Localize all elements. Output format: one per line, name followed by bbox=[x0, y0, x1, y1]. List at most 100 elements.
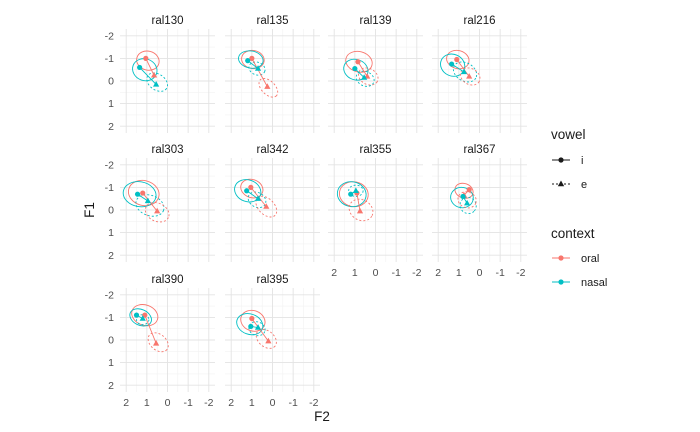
y-tick-label: -1 bbox=[105, 53, 114, 65]
point-nasal-i bbox=[460, 193, 466, 200]
ellipse-oral-i bbox=[136, 50, 160, 71]
ellipse-nasal-e bbox=[248, 61, 266, 76]
x-tick-label: -2 bbox=[309, 397, 318, 409]
x-tick-label: -2 bbox=[412, 267, 421, 279]
x-tick-label: -2 bbox=[204, 397, 213, 409]
ellipse-oral-e bbox=[144, 202, 170, 223]
strip-label: ral395 bbox=[257, 274, 289, 286]
point-oral-e bbox=[150, 71, 158, 78]
ellipse-oral-e bbox=[255, 328, 277, 349]
ellipse-oral-e bbox=[459, 67, 481, 86]
x-tick-label: 2 bbox=[435, 267, 441, 279]
panel-ral342: ral342 bbox=[225, 144, 320, 262]
legend: vowel i e context oral nasal bbox=[551, 127, 607, 289]
point-oral-i bbox=[143, 55, 149, 61]
ellipse-oral-e bbox=[147, 332, 169, 353]
ellipse-nasal-i bbox=[234, 179, 262, 203]
point-oral-i bbox=[248, 184, 254, 190]
point-nasal-e bbox=[464, 199, 471, 206]
x-tick-label: 1 bbox=[144, 397, 150, 409]
point-nasal-i bbox=[134, 191, 141, 197]
legend-label-e: e bbox=[581, 179, 587, 191]
point-nasal-e bbox=[254, 195, 262, 201]
legend-title-vowel: vowel bbox=[551, 127, 586, 142]
ellipse-oral-i bbox=[446, 49, 470, 70]
trajectory-oral bbox=[251, 318, 269, 342]
y-tick-label: -2 bbox=[105, 30, 114, 42]
y-tick-label: 0 bbox=[108, 205, 114, 217]
trajectory-oral bbox=[145, 58, 155, 76]
y-tick-label: 0 bbox=[108, 76, 114, 88]
point-nasal-e bbox=[254, 324, 262, 330]
y-tick-label: -2 bbox=[105, 159, 114, 171]
x-tick-label: -1 bbox=[288, 397, 297, 409]
strip-label: ral342 bbox=[257, 144, 289, 156]
ellipse-oral-e bbox=[358, 67, 379, 86]
ellipse-oral-i bbox=[127, 179, 160, 207]
legend-key-nasal bbox=[552, 279, 570, 285]
point-oral-i bbox=[249, 315, 255, 322]
point-nasal-e bbox=[139, 315, 146, 321]
ellipse-nasal-i bbox=[132, 58, 158, 82]
strip-label: ral303 bbox=[152, 144, 184, 156]
ellipse-nasal-e bbox=[135, 194, 165, 217]
trajectory-nasal bbox=[139, 67, 157, 85]
legend-title-context: context bbox=[551, 226, 595, 241]
ellipse-oral-i bbox=[240, 178, 264, 199]
x-tick-label: 2 bbox=[123, 397, 129, 409]
ellipse-oral-i bbox=[345, 50, 373, 73]
x-tick-label: 0 bbox=[270, 397, 276, 409]
x-tick-label: -1 bbox=[391, 267, 400, 279]
trajectory-oral bbox=[144, 314, 157, 344]
x-axis-title: F2 bbox=[314, 409, 330, 424]
point-oral-e bbox=[265, 337, 272, 344]
x-tick-label: 1 bbox=[249, 397, 255, 409]
point-oral-e bbox=[153, 339, 160, 346]
ellipse-nasal-e bbox=[459, 196, 477, 215]
strip-label: ral130 bbox=[152, 15, 184, 27]
y-tick-label: 2 bbox=[108, 250, 114, 262]
y-tick-label: 0 bbox=[108, 335, 114, 347]
x-tick-label: 0 bbox=[373, 267, 379, 279]
point-nasal-e bbox=[460, 68, 468, 75]
point-nasal-e bbox=[153, 80, 160, 87]
panel-ral135: ral135 bbox=[225, 15, 320, 133]
point-nasal-i bbox=[244, 188, 250, 194]
legend-label-nasal: nasal bbox=[581, 277, 607, 289]
ellipse-nasal-i bbox=[129, 308, 152, 327]
point-nasal-i bbox=[137, 64, 143, 71]
x-tick-label: 1 bbox=[352, 267, 358, 279]
strip-label: ral135 bbox=[257, 15, 289, 27]
y-tick-label: 1 bbox=[108, 227, 114, 239]
point-oral-i bbox=[454, 56, 460, 63]
y-axis-title: F1 bbox=[82, 202, 97, 218]
x-tick-label: 0 bbox=[477, 267, 483, 279]
x-tick-label: 1 bbox=[456, 267, 462, 279]
point-oral-e bbox=[264, 83, 271, 89]
ellipse-nasal-e bbox=[355, 70, 375, 87]
x-tick-label: -2 bbox=[516, 267, 525, 279]
y-tick-label: 1 bbox=[108, 98, 114, 110]
panel-ral390: ral390 -2 -1 0 1 22 1 0 -1 -2 bbox=[105, 274, 215, 409]
strip-label: ral355 bbox=[360, 144, 392, 156]
panel-ral355: ral355 2 1 0 -1 -2 bbox=[328, 144, 423, 279]
point-nasal-i bbox=[449, 61, 455, 67]
point-nasal-e bbox=[254, 65, 262, 71]
x-tick-label: 2 bbox=[331, 267, 337, 279]
panel-ral139: ral139 bbox=[328, 15, 423, 133]
ellipse-oral-e bbox=[258, 77, 279, 98]
point-oral-i bbox=[355, 59, 361, 65]
point-nasal-i bbox=[352, 65, 358, 72]
point-oral-i bbox=[140, 190, 146, 196]
strip-label: ral139 bbox=[360, 15, 392, 27]
y-tick-label: -2 bbox=[105, 289, 114, 301]
ellipse-nasal-i bbox=[236, 313, 264, 336]
ellipse-nasal-e bbox=[348, 184, 364, 197]
point-oral-i bbox=[466, 187, 472, 193]
strip-label: ral367 bbox=[464, 144, 496, 156]
y-tick-label: 1 bbox=[108, 357, 114, 369]
point-nasal-e bbox=[144, 197, 151, 204]
panel-ral303: ral303 -2 -1 0 1 2 bbox=[105, 144, 215, 262]
legend-label-i: i bbox=[581, 155, 583, 167]
